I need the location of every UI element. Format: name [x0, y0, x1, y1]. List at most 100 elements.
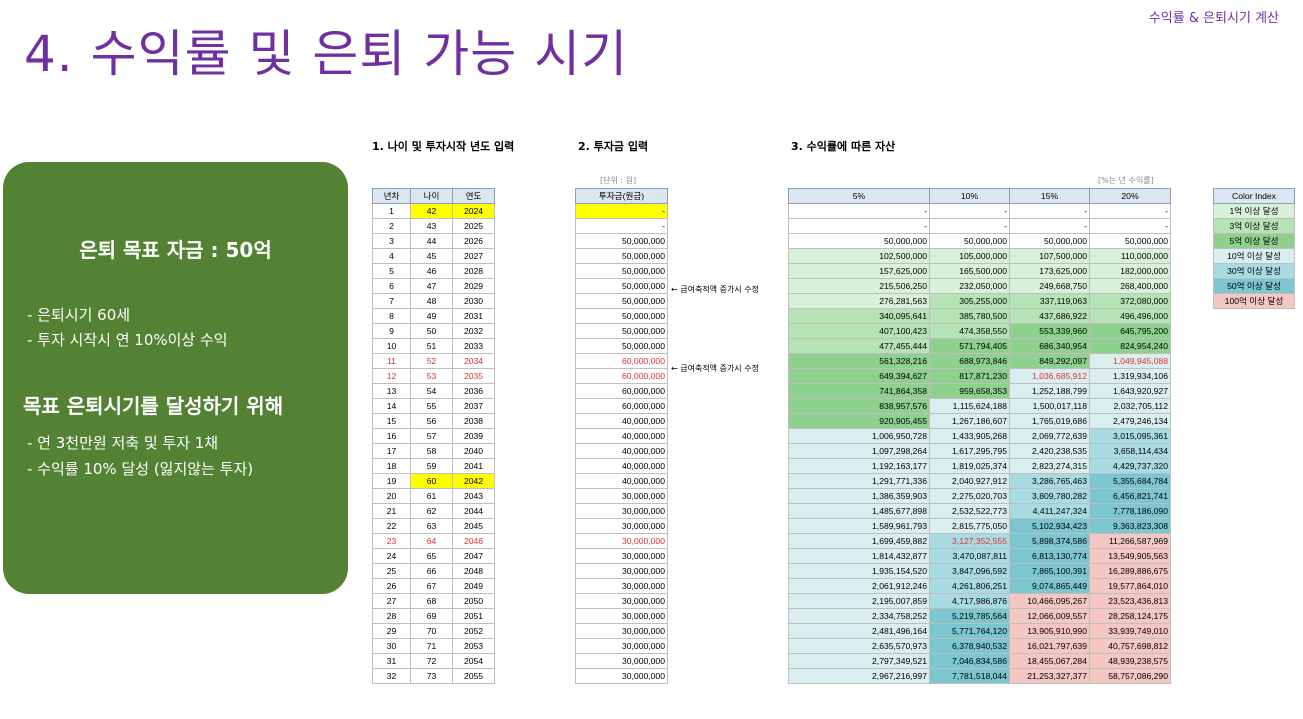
investment-cell[interactable]: 30,000,000 — [575, 488, 668, 504]
asset-20pct-cell: 824,954,240 — [1089, 338, 1171, 354]
investment-cell[interactable]: 30,000,000 — [575, 608, 668, 624]
investment-cell[interactable]: 30,000,000 — [575, 668, 668, 684]
table-row: 30,000,000 — [575, 488, 668, 504]
table-row: 1,485,677,898 2,532,522,773 4,411,247,324 7… — [788, 503, 1171, 519]
investment-cell[interactable]: 30,000,000 — [575, 563, 668, 579]
goal-line-2: - 투자 시작시 연 10%이상 수익 — [27, 331, 228, 349]
table-row: 340,095,641 385,780,500 437,686,922 496,496… — [788, 308, 1171, 324]
asset-10pct-cell: 4,717,986,876 — [929, 593, 1010, 609]
table-row: 215,506,250 232,050,000 249,668,750 268,400… — [788, 278, 1171, 294]
investment-cell[interactable]: 60,000,000 — [575, 383, 668, 399]
investment-cell[interactable]: 60,000,000 — [575, 368, 668, 384]
table-row: 1,291,771,336 2,040,927,912 3,286,765,463 5… — [788, 473, 1171, 489]
asset-20pct-cell: 2,479,246,134 — [1089, 413, 1171, 429]
investment-cell[interactable]: 50,000,000 — [575, 263, 668, 279]
investment-cell[interactable]: 30,000,000 — [575, 533, 668, 549]
asset-5pct-cell: 102,500,000 — [788, 248, 930, 264]
investment-cell[interactable]: 50,000,000 — [575, 293, 668, 309]
year-cell: 2041 — [452, 458, 495, 474]
investment-cell[interactable]: 30,000,000 — [575, 578, 668, 594]
investment-cell[interactable]: 30,000,000 — [575, 623, 668, 639]
table-row: 40,000,000 — [575, 428, 668, 444]
asset-5pct-cell: 2,797,349,521 — [788, 653, 930, 669]
goal-heading-2: 목표 은퇴시기를 달성하기 위해 — [23, 394, 284, 418]
year-no-cell: 17 — [372, 443, 411, 459]
asset-20pct-cell: 11,266,587,969 — [1089, 533, 1171, 549]
asset-10pct-cell: 2,532,522,773 — [929, 503, 1010, 519]
investment-cell[interactable]: 40,000,000 — [575, 473, 668, 489]
investment-cell[interactable]: 30,000,000 — [575, 593, 668, 609]
asset-10pct-cell: 1,433,905,268 — [929, 428, 1010, 444]
investment-cell[interactable]: 60,000,000 — [575, 353, 668, 369]
col-header-invest: 투자금(원금) — [575, 188, 668, 204]
year-no-cell: 20 — [372, 488, 411, 504]
investment-cell[interactable]: 30,000,000 — [575, 518, 668, 534]
age-cell: 51 — [410, 338, 453, 354]
asset-5pct-cell: 2,967,216,997 — [788, 668, 930, 684]
table-row: 649,394,627 817,871,230 1,036,685,912 1,319… — [788, 368, 1171, 384]
legend-item: 5억 이상 달성 — [1213, 233, 1295, 249]
table-row: 40,000,000 — [575, 413, 668, 429]
table-row: 27 68 2050 — [372, 593, 495, 609]
year-no-cell: 18 — [372, 458, 411, 474]
age-cell: 69 — [410, 608, 453, 624]
asset-20pct-cell: 1,049,945,088 — [1089, 353, 1171, 369]
year-cell: 2028 — [452, 263, 495, 279]
investment-cell[interactable]: 50,000,000 — [575, 323, 668, 339]
goal-heading: 은퇴 목표 자금 : 50억 — [79, 238, 272, 262]
year-no-cell: 9 — [372, 323, 411, 339]
year-no-cell: 19 — [372, 473, 411, 489]
investment-cell[interactable]: 50,000,000 — [575, 248, 668, 264]
asset-15pct-cell: 173,625,000 — [1009, 263, 1090, 279]
asset-20pct-cell: 7,778,186,090 — [1089, 503, 1171, 519]
table-row: ---- — [788, 203, 1171, 219]
year-no-cell: 27 — [372, 593, 411, 609]
age-cell: 57 — [410, 428, 453, 444]
investment-cell[interactable]: 50,000,000 — [575, 308, 668, 324]
table-row: 276,281,563 305,255,000 337,119,063 372,080… — [788, 293, 1171, 309]
asset-5pct-cell: 1,699,459,882 — [788, 533, 930, 549]
investment-cell[interactable]: 40,000,000 — [575, 413, 668, 429]
year-cell: 2053 — [452, 638, 495, 654]
investment-cell[interactable]: 30,000,000 — [575, 653, 668, 669]
table-row: 40,000,000 — [575, 458, 668, 474]
investment-cell[interactable]: 60,000,000 — [575, 398, 668, 414]
asset-15pct-cell: 107,500,000 — [1009, 248, 1090, 264]
investment-cell[interactable]: 50,000,000 — [575, 233, 668, 249]
year-cell: 2024 — [452, 203, 495, 219]
investment-cell[interactable]: 30,000,000 — [575, 548, 668, 564]
investment-cell[interactable]: 40,000,000 — [575, 443, 668, 459]
investment-cell[interactable]: 50,000,000 — [575, 338, 668, 354]
asset-20pct-cell: 182,000,000 — [1089, 263, 1171, 279]
investment-cell[interactable]: 40,000,000 — [575, 458, 668, 474]
asset-5pct-cell: 1,386,359,903 — [788, 488, 930, 504]
asset-5pct-cell: 2,481,496,164 — [788, 623, 930, 639]
table-row: 9 50 2032 — [372, 323, 495, 339]
asset-10pct-cell: 305,255,000 — [929, 293, 1010, 309]
asset-20pct-cell: 4,429,737,320 — [1089, 458, 1171, 474]
asset-10pct-cell: 105,000,000 — [929, 248, 1010, 264]
age-cell: 65 — [410, 548, 453, 564]
asset-20pct-cell: 9,363,823,308 — [1089, 518, 1171, 534]
table-row: 18 59 2041 — [372, 458, 495, 474]
investment-cell[interactable]: 50,000,000 — [575, 278, 668, 294]
investment-cell[interactable]: - — [575, 203, 668, 219]
investment-cell[interactable]: 40,000,000 — [575, 428, 668, 444]
year-no-cell: 4 — [372, 248, 411, 264]
goal-line-4: - 수익률 10% 달성 (잃지않는 투자) — [27, 460, 254, 478]
asset-20pct-cell: 496,496,000 — [1089, 308, 1171, 324]
asset-5pct-cell: - — [788, 203, 930, 219]
asset-5pct-cell: 561,328,216 — [788, 353, 930, 369]
asset-5pct-cell: 1,485,677,898 — [788, 503, 930, 519]
asset-15pct-cell: 13,905,910,990 — [1009, 623, 1090, 639]
investment-cell[interactable]: - — [575, 218, 668, 234]
asset-10pct-cell: 817,871,230 — [929, 368, 1010, 384]
asset-20pct-cell: 40,757,698,812 — [1089, 638, 1171, 654]
investment-cell[interactable]: 30,000,000 — [575, 638, 668, 654]
table-row: 32 73 2055 — [372, 668, 495, 684]
age-cell: 43 — [410, 218, 453, 234]
table-row: 30,000,000 — [575, 668, 668, 684]
top-right-label: 수익률 & 은퇴시기 계산 — [1148, 11, 1279, 26]
investment-cell[interactable]: 30,000,000 — [575, 503, 668, 519]
age-cell: 61 — [410, 488, 453, 504]
